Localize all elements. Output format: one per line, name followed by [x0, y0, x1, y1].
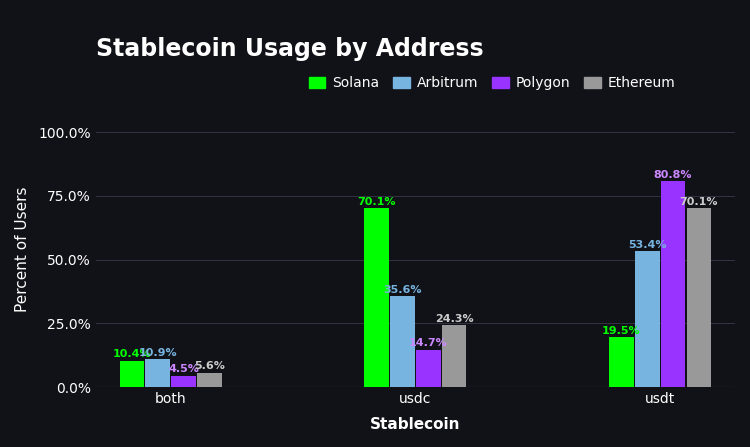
- Bar: [442, 325, 466, 387]
- Bar: [119, 361, 144, 387]
- Bar: [390, 296, 415, 387]
- Bar: [146, 359, 170, 387]
- Y-axis label: Percent of Users: Percent of Users: [15, 187, 30, 312]
- Bar: [609, 337, 634, 387]
- Text: 53.4%: 53.4%: [628, 240, 667, 250]
- Text: 70.1%: 70.1%: [358, 197, 396, 207]
- Text: 10.9%: 10.9%: [139, 348, 177, 358]
- Text: 4.5%: 4.5%: [168, 364, 199, 374]
- Bar: [661, 181, 686, 387]
- Bar: [635, 251, 659, 387]
- Text: 5.6%: 5.6%: [194, 362, 225, 371]
- Text: 14.7%: 14.7%: [409, 338, 448, 348]
- Text: Stablecoin Usage by Address: Stablecoin Usage by Address: [96, 38, 484, 61]
- X-axis label: Stablecoin: Stablecoin: [370, 417, 460, 432]
- Text: 35.6%: 35.6%: [383, 285, 422, 295]
- Bar: [687, 208, 711, 387]
- Bar: [197, 373, 222, 387]
- Bar: [416, 350, 440, 387]
- Text: 70.1%: 70.1%: [680, 197, 718, 207]
- Text: 19.5%: 19.5%: [602, 326, 640, 336]
- Text: 10.4%: 10.4%: [112, 349, 152, 359]
- Bar: [171, 375, 196, 387]
- Legend: Solana, Arbitrum, Polygon, Ethereum: Solana, Arbitrum, Polygon, Ethereum: [303, 71, 681, 96]
- Text: 80.8%: 80.8%: [654, 170, 692, 180]
- Bar: [364, 208, 389, 387]
- Text: 24.3%: 24.3%: [435, 314, 473, 324]
